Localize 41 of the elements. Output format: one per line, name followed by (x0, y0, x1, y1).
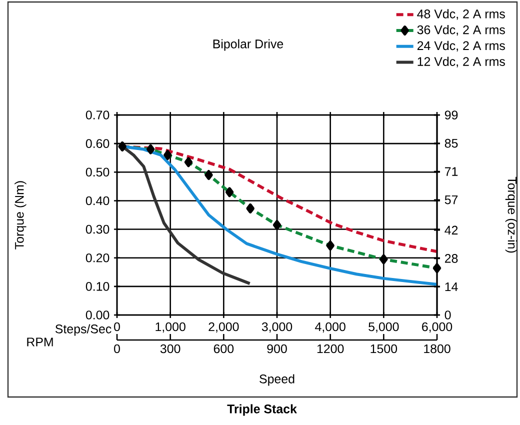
y-axis-title: Torque (Nm) (14, 181, 26, 250)
y-tick-label: 0.10 (86, 282, 110, 291)
x-tick-label: 5,000 (368, 322, 399, 333)
y2-tick-label: 85 (444, 138, 458, 148)
y-tick-label: 0.50 (86, 168, 110, 177)
x-tick-label: 0 (114, 322, 120, 332)
y2-tick-label: 57 (444, 196, 458, 204)
y2-tick-label: 42 (444, 226, 458, 234)
y2-axis-title: Torque (oz-in) (505, 176, 517, 253)
y2-tick-label: 99 (444, 110, 458, 120)
legend-title: Bipolar Drive (213, 39, 284, 51)
x-tick-label: 2,000 (208, 322, 239, 333)
y2-tick-label: 71 (444, 167, 458, 176)
legend-label: 12 Vdc, 2 A rms (418, 56, 505, 68)
y-tick-label: 0.70 (86, 110, 110, 120)
x2-tick-label: 900 (267, 344, 287, 354)
x2-tick-label: 1500 (370, 344, 398, 354)
y-tick-label: 0.30 (86, 224, 110, 234)
x-tick-label: 1,000 (156, 322, 186, 333)
x-tick-label: 3,000 (262, 322, 292, 333)
y2-tick-label: 28 (444, 254, 458, 263)
text: Triple Stack (227, 404, 297, 416)
x-axis-title: Steps/Sec (55, 324, 112, 336)
x2-tick-label: 600 (214, 344, 234, 354)
y-tick-label: 0.20 (86, 253, 110, 262)
x-tick-label: 6,000 (422, 322, 452, 333)
x2-tick-label: 1800 (424, 344, 450, 354)
x2-axis-title: RPM (27, 338, 53, 346)
y2-tick-label: 14 (445, 282, 458, 291)
text: Speed (260, 374, 294, 386)
x2-tick-label: 0 (114, 344, 120, 354)
legend-label: 24 Vdc, 2 A rms (417, 40, 505, 52)
y-tick-label: 0.00 (86, 310, 110, 320)
y2-tick-label: 0 (444, 310, 451, 320)
x2-tick-label: 1200 (317, 344, 344, 354)
x2-tick-label: 300 (160, 344, 180, 354)
y-tick-label: 0.40 (86, 196, 110, 206)
legend-label: 36 Vdc, 2 A rms (417, 25, 505, 36)
x-tick-label: 4,000 (315, 322, 346, 333)
y-tick-label: 0.60 (86, 139, 110, 148)
legend-label: 48 Vdc, 2 A rms (417, 9, 505, 20)
